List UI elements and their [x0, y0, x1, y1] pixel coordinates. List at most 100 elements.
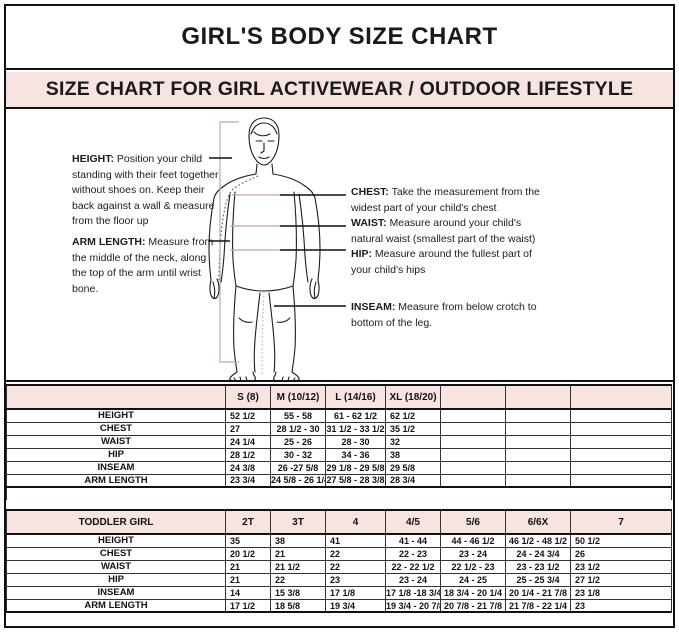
toddler-cell-2-2: 22 [325, 559, 386, 574]
girls-cell-4-4 [440, 460, 506, 475]
girls-cell-1-0: 27 [225, 421, 271, 436]
toddler-cell-1-2: 22 [325, 546, 386, 561]
toddler-cell-2-3: 22 - 22 1/2 [385, 559, 441, 574]
toddler-row-label-5: ARM LENGTH [6, 598, 226, 613]
page-subtitle: SIZE CHART FOR GIRL ACTIVEWEAR / OUTDOOR… [45, 78, 634, 100]
toddler-cell-0-3: 41 - 44 [385, 533, 441, 548]
annotation-waist: WAIST: Measure around your child's natur… [351, 216, 551, 247]
girls-cell-2-0: 24 1/4 [225, 434, 271, 449]
annotation-hip-label: HIP: [351, 248, 372, 260]
girls-cell-5-5 [505, 473, 571, 488]
annotation-chest-label: CHEST: [351, 186, 389, 198]
girls-cell-2-1: 25 - 26 [270, 434, 326, 449]
measurement-diagram: HEIGHT: Position your child standing wit… [6, 110, 673, 382]
annotation-waist-label: WAIST: [351, 217, 387, 229]
girls-row-label-0: HEIGHT [6, 408, 226, 423]
leader-lines [209, 157, 346, 307]
bottom-strip [6, 611, 671, 626]
toddler-cell-3-3: 23 - 24 [385, 572, 441, 587]
girls-cell-4-0: 24 3/8 [225, 460, 271, 475]
annotation-hip-text: Measure around the fullest part of your … [351, 248, 532, 276]
height-bracket [219, 121, 239, 363]
annotation-height: HEIGHT: Position your child standing wit… [72, 152, 222, 230]
girls-cell-0-3: 62 1/2 [385, 408, 441, 423]
girls-size-table: S (8) M (10/12) L (14/16) XL (18/20) HEI… [6, 384, 672, 500]
girls-col-header-5 [505, 384, 571, 410]
girls-cell-2-2: 28 - 30 [325, 434, 386, 449]
table-row: INSEAM 14 15 3/8 17 1/8 17 1/8 -18 3/4 1… [6, 585, 672, 600]
toddler-cell-4-5: 20 1/4 - 21 7/8 [505, 585, 571, 600]
girls-cell-3-4 [440, 447, 506, 462]
annotation-chest: CHEST: Take the measurement from the wid… [351, 185, 541, 216]
toddler-table-body: HEIGHT 35 38 41 41 - 44 44 - 46 1/2 46 1… [6, 533, 672, 613]
toddler-cell-5-4: 20 7/8 - 21 7/8 [440, 598, 506, 613]
toddler-cell-3-0: 21 [225, 572, 271, 587]
toddler-cell-2-4: 22 1/2 - 23 [440, 559, 506, 574]
toddler-cell-2-5: 23 - 23 1/2 [505, 559, 571, 574]
toddler-row-label-4: INSEAM [6, 585, 226, 600]
table-row: HEIGHT 52 1/2 55 - 58 61 - 62 1/2 62 1/2 [6, 408, 672, 423]
girls-row-label-2: WAIST [6, 434, 226, 449]
table-row: HIP 21 22 23 23 - 24 24 - 25 25 - 25 3/4… [6, 572, 672, 587]
toddler-cell-2-0: 21 [225, 559, 271, 574]
girls-cell-4-2: 29 1/8 - 29 5/8 [325, 460, 386, 475]
toddler-cell-4-4: 18 3/4 - 20 1/4 [440, 585, 506, 600]
toddler-cell-5-2: 19 3/4 [325, 598, 386, 613]
toddler-col-header-0: 2T [225, 509, 271, 535]
girls-table-header-row: S (8) M (10/12) L (14/16) XL (18/20) [6, 384, 672, 410]
annotation-arm-length-text: Measure from the middle of the neck, alo… [72, 236, 214, 295]
toddler-cell-3-5: 25 - 25 3/4 [505, 572, 571, 587]
toddler-cell-1-1: 21 [270, 546, 326, 561]
title-band: GIRL'S BODY SIZE CHART [6, 6, 673, 70]
girls-cell-4-1: 26 -27 5/8 [270, 460, 326, 475]
girls-col-header-4 [440, 384, 506, 410]
body-figure-illustration [208, 117, 346, 380]
girls-cell-0-0: 52 1/2 [225, 408, 271, 423]
girls-col-header-0: S (8) [225, 384, 271, 410]
girls-row-label-4: INSEAM [6, 460, 226, 475]
toddler-cell-4-6: 23 1/8 [570, 585, 672, 600]
annotation-hip: HIP: Measure around the fullest part of … [351, 247, 543, 278]
girls-cell-2-3: 32 [385, 434, 441, 449]
table-row: HIP 28 1/2 30 - 32 34 - 36 38 [6, 447, 672, 462]
toddler-cell-2-1: 21 1/2 [270, 559, 326, 574]
toddler-cell-4-3: 17 1/8 -18 3/4 [385, 585, 441, 600]
toddler-cell-1-3: 22 - 23 [385, 546, 441, 561]
girls-row-label-5: ARM LENGTH [6, 473, 226, 488]
toddler-col-header-3: 4/5 [385, 509, 441, 535]
girls-cell-2-4 [440, 434, 506, 449]
toddler-cell-5-6: 23 [570, 598, 672, 613]
toddler-size-table: TODDLER GIRL 2T 3T 4 4/5 5/6 6/6X 7 HEIG… [6, 509, 672, 613]
girls-cell-3-2: 34 - 36 [325, 447, 386, 462]
girls-cell-5-0: 23 3/4 [225, 473, 271, 488]
girls-table-corner-cell [6, 384, 226, 410]
toddler-cell-1-4: 23 - 24 [440, 546, 506, 561]
girls-cell-5-4 [440, 473, 506, 488]
subtitle-band: SIZE CHART FOR GIRL ACTIVEWEAR / OUTDOOR… [6, 72, 673, 109]
toddler-cell-1-0: 20 1/2 [225, 546, 271, 561]
toddler-col-header-6: 7 [570, 509, 672, 535]
girls-table-spacer-row [6, 486, 672, 500]
toddler-table-header-row: TODDLER GIRL 2T 3T 4 4/5 5/6 6/6X 7 [6, 509, 672, 535]
girls-cell-1-1: 28 1/2 - 30 [270, 421, 326, 436]
annotation-height-text: Position your child standing with their … [72, 153, 219, 227]
table-row: ARM LENGTH 23 3/4 24 5/8 - 26 1/4 27 5/8… [6, 473, 672, 488]
girls-cell-3-0: 28 1/2 [225, 447, 271, 462]
toddler-cell-2-6: 23 1/2 [570, 559, 672, 574]
annotation-arm-length: ARM LENGTH: Measure from the middle of t… [72, 235, 220, 297]
toddler-row-label-3: HIP [6, 572, 226, 587]
toddler-cell-1-5: 24 - 24 3/4 [505, 546, 571, 561]
girls-cell-0-1: 55 - 58 [270, 408, 326, 423]
girls-cell-3-6 [570, 447, 672, 462]
toddler-cell-4-0: 14 [225, 585, 271, 600]
toddler-cell-5-1: 18 5/8 [270, 598, 326, 613]
girls-cell-3-1: 30 - 32 [270, 447, 326, 462]
toddler-row-label-1: CHEST [6, 546, 226, 561]
girls-cell-1-3: 35 1/2 [385, 421, 441, 436]
girls-row-label-1: CHEST [6, 421, 226, 436]
toddler-table-corner-cell: TODDLER GIRL [6, 509, 226, 535]
girls-cell-3-5 [505, 447, 571, 462]
girls-cell-0-2: 61 - 62 1/2 [325, 408, 386, 423]
toddler-cell-3-6: 27 1/2 [570, 572, 672, 587]
girls-cell-5-2: 27 5/8 - 28 3/8 [325, 473, 386, 488]
